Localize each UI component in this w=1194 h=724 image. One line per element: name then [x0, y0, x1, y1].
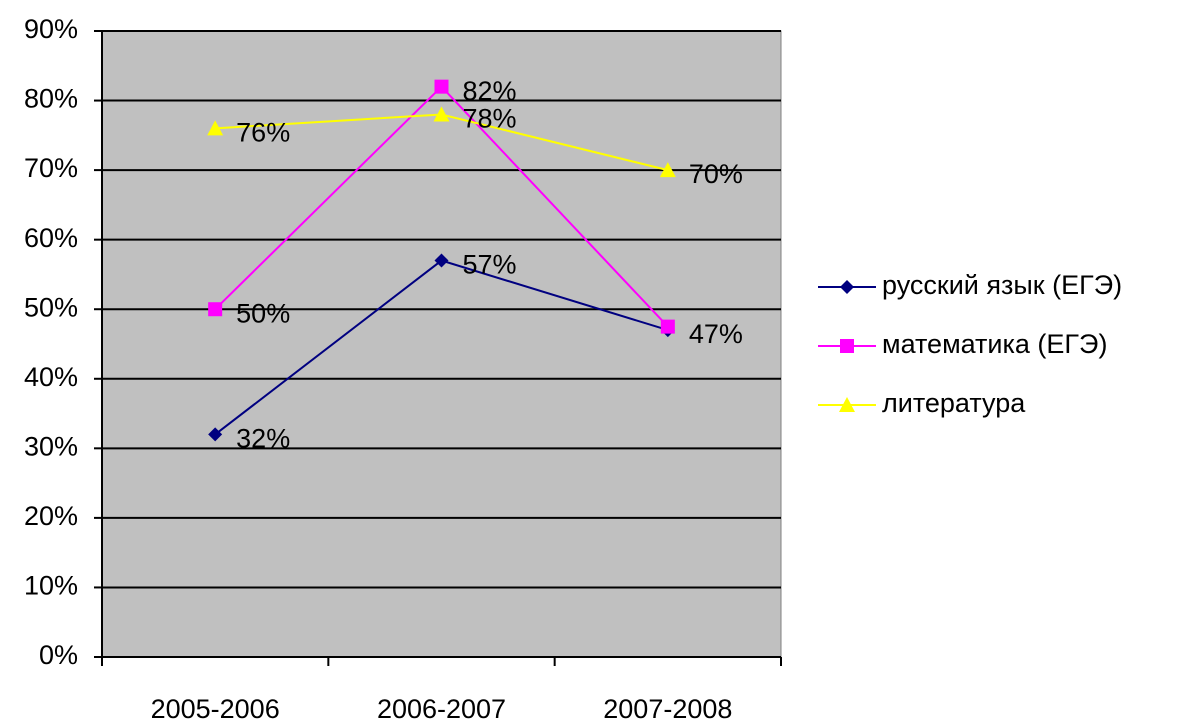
y-tick-label: 0%	[39, 640, 78, 670]
legend-label: русский язык (ЕГЭ)	[882, 270, 1122, 300]
data-point	[660, 319, 675, 334]
data-label: 82%	[463, 76, 517, 106]
data-label: 57%	[463, 250, 517, 280]
data-label: 47%	[689, 319, 743, 349]
y-tick-label: 10%	[24, 571, 78, 601]
legend-marker	[839, 397, 855, 412]
legend-label: литература	[882, 388, 1026, 418]
data-label: 78%	[463, 104, 517, 134]
y-tick-label: 30%	[24, 431, 78, 461]
y-tick-label: 50%	[24, 292, 78, 322]
plot-area	[101, 30, 782, 658]
y-tick-label: 80%	[24, 84, 78, 114]
x-tick-label: 2006-2007	[377, 694, 506, 724]
data-label: 76%	[236, 118, 290, 148]
data-point	[433, 106, 450, 122]
x-tick-label: 2005-2006	[151, 694, 280, 724]
data-point	[659, 162, 676, 178]
legend-marker	[840, 280, 854, 294]
data-point	[434, 79, 449, 94]
data-point	[208, 302, 223, 317]
data-point	[208, 427, 223, 442]
data-label: 32%	[236, 424, 290, 454]
x-tick-label: 2007-2008	[603, 694, 732, 724]
data-point	[207, 120, 224, 136]
y-tick-label: 90%	[24, 14, 78, 44]
data-point	[434, 253, 449, 268]
y-tick-label: 20%	[24, 501, 78, 531]
data-label: 50%	[236, 298, 290, 328]
y-tick-label: 40%	[24, 362, 78, 392]
data-label: 70%	[689, 159, 743, 189]
y-tick-label: 70%	[24, 153, 78, 183]
y-tick-label: 60%	[24, 223, 78, 253]
legend-label: математика (ЕГЭ)	[882, 329, 1107, 359]
legend-marker	[840, 339, 854, 353]
